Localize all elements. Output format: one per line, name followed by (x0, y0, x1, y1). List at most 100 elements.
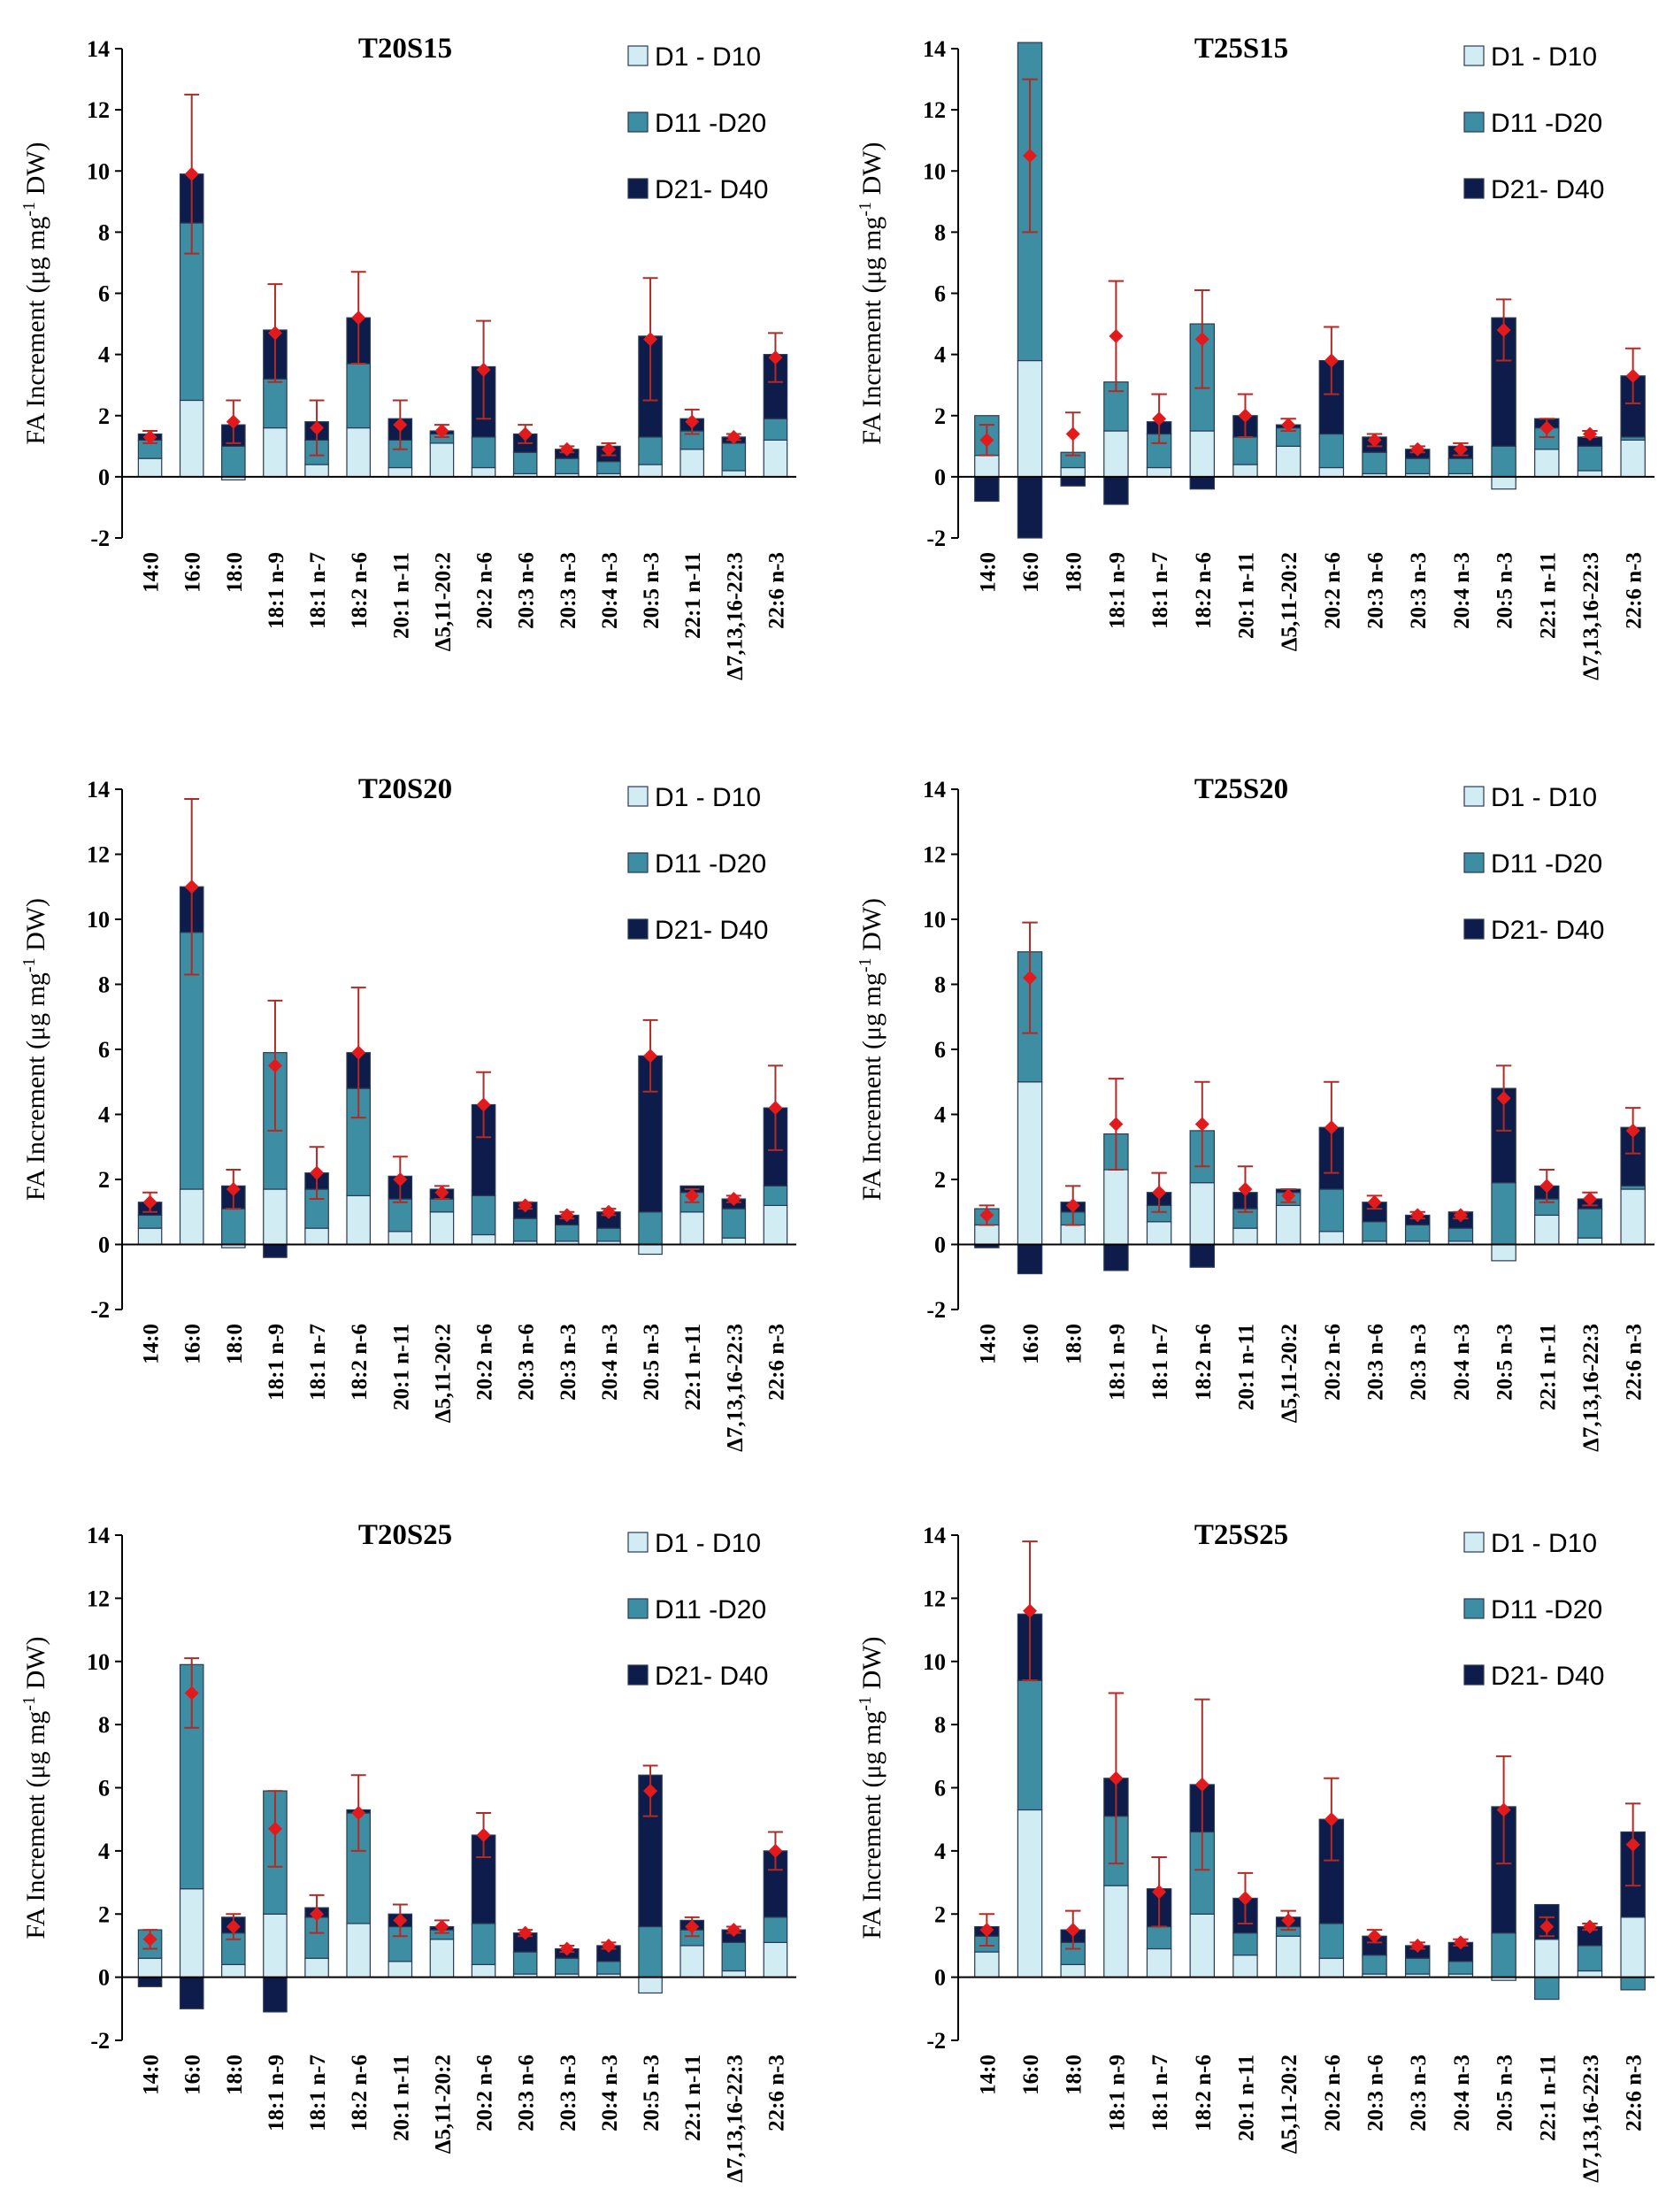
mean-marker (768, 350, 783, 365)
legend-label: D1 - D10 (1491, 783, 1597, 812)
y-tick-label: -2 (926, 1297, 946, 1323)
bar-segment-d1-d10 (263, 1188, 288, 1246)
x-category-label: 18:2 n-6 (1192, 552, 1216, 629)
mean-marker (310, 1165, 325, 1180)
x-category-label: Δ5,11-20:2 (431, 552, 455, 651)
bar-segment-d21-d40 (1017, 476, 1043, 539)
x-category-label: 20:3 n-3 (1407, 2055, 1431, 2131)
bar-segment-d1-d10 (1275, 1204, 1301, 1246)
bar-segment-d1-d10 (1017, 359, 1043, 478)
bar-segment-d11-d20 (555, 1957, 580, 1975)
bar-segment-d1-d10 (1189, 1182, 1216, 1246)
y-tick-label: 14 (87, 36, 110, 62)
bar-segment-d11-d20 (638, 1211, 663, 1246)
x-category-label: 20:2 n-6 (1321, 552, 1345, 629)
y-tick-label: 2 (98, 1167, 110, 1193)
chart-title: T25S20 (1194, 773, 1288, 805)
y-tick-label: 8 (98, 1712, 110, 1738)
y-tick-label: -2 (90, 2028, 110, 2054)
legend-swatch (627, 45, 649, 66)
y-tick-label: 14 (923, 777, 946, 803)
mean-marker (351, 311, 366, 326)
bar-segment-d11-d20 (1362, 1955, 1387, 1975)
legend-swatch (1463, 1664, 1485, 1686)
y-tick-label: 10 (923, 1649, 946, 1675)
bar-segment-d1-d10 (429, 1939, 455, 1978)
bar-segment-d11-d20 (721, 1941, 747, 1972)
mean-marker (1023, 1603, 1038, 1618)
y-tick-label: 12 (87, 842, 110, 868)
bar-segment-d1-d10 (763, 1204, 788, 1246)
y-tick-label: -2 (926, 526, 946, 551)
bar-segment-d1-d10 (263, 1913, 288, 1978)
x-category-label: 20:4 n-3 (1450, 1324, 1474, 1401)
legend-label: D21- D40 (1491, 175, 1604, 204)
bar-segment-d1-d10 (1103, 430, 1129, 478)
legend-swatch (627, 1598, 649, 1619)
legend-label: D21- D40 (1491, 916, 1604, 945)
bar-segment-d1-d10 (346, 1194, 371, 1246)
x-category-label: 18:1 n-9 (265, 2055, 288, 2131)
mean-marker (1324, 1812, 1339, 1827)
mean-marker (1238, 408, 1253, 423)
mean-marker (1023, 971, 1038, 986)
mean-marker (267, 326, 282, 341)
mean-marker (979, 433, 994, 448)
legend-label: D1 - D10 (655, 783, 761, 812)
bar-segment-d1-d10 (1103, 1885, 1129, 1978)
x-category-label: 20:2 n-6 (473, 1324, 497, 1401)
bar-segment-d1-d10 (1534, 1214, 1560, 1246)
bar-segment-d11-d20 (512, 1217, 538, 1242)
y-tick-label: 10 (923, 158, 946, 184)
chart-title: T25S25 (1194, 1519, 1288, 1551)
mean-marker (142, 1932, 157, 1947)
bar-segment-d1-d10 (974, 1224, 1000, 1246)
bar-segment-d11-d20 (1362, 1221, 1387, 1242)
chart-title: T20S20 (358, 773, 452, 805)
mean-marker (1367, 1194, 1382, 1210)
bar-segment-d11-d20 (1491, 1932, 1516, 1978)
x-category-label: 20:3 n-3 (557, 1324, 580, 1401)
bar-segment-d11-d20 (388, 1198, 413, 1233)
x-category-label: 22:6 n-3 (764, 2055, 788, 2131)
bar-segment-d1-d10 (1146, 1947, 1172, 1978)
x-category-label: 20:1 n-11 (389, 552, 413, 639)
bar-segment-d11-d20 (1447, 1227, 1474, 1242)
y-tick-label: 0 (98, 465, 110, 490)
bar-segment-d21-d40 (263, 1977, 288, 2013)
bar-segment-d1-d10 (1318, 466, 1345, 478)
bar-segment-d1-d10 (638, 464, 663, 478)
bar-segment-d21-d40 (1189, 1243, 1216, 1268)
x-category-label: 22:6 n-3 (764, 552, 788, 629)
chart-panel-t20s25: T20S25 FA Increment (μg mg-1 DW) -2 0 2 4 6 8 10… (19, 1519, 796, 2183)
mean-marker (1496, 322, 1511, 337)
mean-marker (1194, 1777, 1209, 1792)
bar-segment-d1-d10 (1060, 466, 1086, 478)
legend-swatch (627, 178, 649, 199)
y-tick-label: 0 (98, 1233, 110, 1258)
legend-swatch (627, 1664, 649, 1686)
bar-segment-d1-d10 (721, 1970, 747, 1978)
chart-title: T20S25 (358, 1519, 452, 1551)
bar-segment-d21-d40 (137, 1977, 163, 1987)
mean-marker (1152, 411, 1167, 426)
x-category-label: 18:0 (1063, 1324, 1086, 1364)
bar-segment-d11-d20 (512, 1951, 538, 1975)
mean-marker (685, 1188, 700, 1203)
mean-marker (601, 1938, 616, 1953)
y-tick-label: 12 (87, 1586, 110, 1611)
x-category-label: Δ7,13,16-22:3 (1579, 1324, 1603, 1452)
legend-label: D21- D40 (1491, 1662, 1604, 1691)
legend-swatch (1463, 178, 1485, 199)
x-category-label: 20:1 n-11 (1234, 1324, 1258, 1410)
bar-segment-d11-d20 (1232, 1932, 1258, 1956)
bar-segment-d11-d20 (596, 460, 621, 475)
mean-marker (1281, 1188, 1296, 1203)
bar-segment-d1-d10 (1577, 1970, 1603, 1978)
y-tick-label: 2 (934, 403, 946, 429)
chart-panel-t25s20: T25S20 FA Increment (μg mg-1 DW) -2 0 2 4 6 8 10… (856, 773, 1654, 1452)
legend-swatch (627, 786, 649, 807)
mean-marker (559, 442, 574, 457)
bar-segment-d1-d10 (679, 1945, 704, 1978)
mean-marker (643, 332, 658, 347)
